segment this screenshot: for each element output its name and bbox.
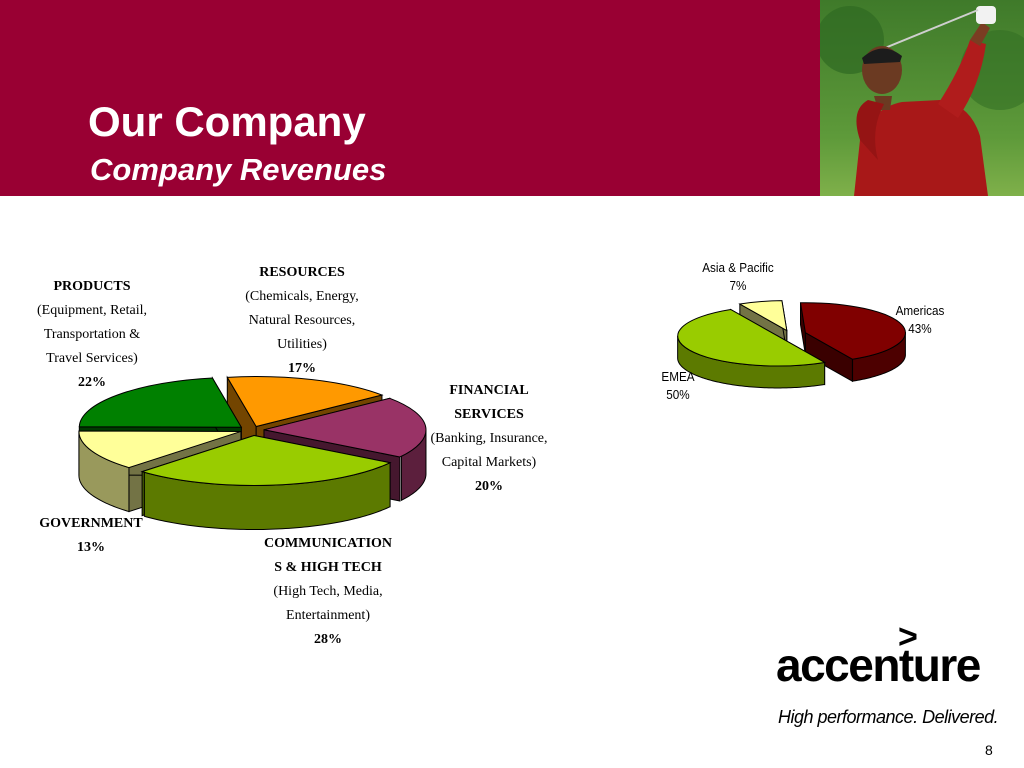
label-comms-heading: COMMUNICATION bbox=[263, 536, 393, 551]
label-products: PRODUCTS (Equipment, Retail, Transportat… bbox=[12, 275, 172, 395]
label-emea-percent: 50% bbox=[666, 387, 690, 402]
label-financial-percent: 20% bbox=[475, 479, 503, 494]
label-resources-heading: RESOURCES bbox=[259, 265, 345, 280]
slice-top-communications-high-tech bbox=[140, 435, 392, 487]
label-government-percent: 13% bbox=[77, 540, 105, 555]
slice-top-government bbox=[78, 430, 242, 469]
label-financial-detail: (Banking, Insurance, bbox=[430, 431, 548, 446]
label-products-detail: Travel Services) bbox=[46, 351, 138, 366]
label-government: GOVERNMENT 13% bbox=[20, 512, 162, 560]
label-comms-percent: 28% bbox=[314, 632, 342, 647]
label-asia-pacific-percent: 7% bbox=[729, 278, 747, 293]
logo-mark: > bbox=[898, 618, 918, 656]
slice-top-americas bbox=[799, 302, 906, 360]
label-emea: EMEA 50% bbox=[651, 368, 705, 404]
label-resources-detail: Utilities) bbox=[277, 337, 327, 352]
slice-top-products bbox=[78, 377, 243, 428]
label-emea-name: EMEA bbox=[661, 369, 695, 384]
tagline: High performance. Delivered. bbox=[778, 707, 999, 727]
slice-communications-high-tech bbox=[140, 434, 392, 531]
label-comms-heading: S & HIGH TECH bbox=[274, 560, 382, 575]
slice-emea bbox=[677, 308, 827, 389]
label-financial-heading: SERVICES bbox=[454, 407, 524, 422]
label-financial-heading: FINANCIAL bbox=[449, 383, 529, 398]
label-products-detail: (Equipment, Retail, bbox=[36, 303, 148, 318]
label-americas-percent: 43% bbox=[908, 321, 932, 336]
label-asia-pacific: Asia & Pacific 7% bbox=[693, 259, 783, 295]
label-resources-percent: 17% bbox=[288, 361, 316, 376]
slice-top-emea bbox=[677, 308, 827, 367]
slice-top-financial-services bbox=[263, 397, 427, 458]
label-resources-detail: (Chemicals, Energy, bbox=[245, 289, 359, 304]
slice-top-resources bbox=[226, 376, 384, 428]
slice-americas bbox=[799, 302, 906, 383]
label-resources: RESOURCES (Chemicals, Energy, Natural Re… bbox=[222, 261, 382, 381]
label-communications-high-tech: COMMUNICATION S & HIGH TECH (High Tech, … bbox=[248, 532, 408, 652]
label-americas-name: Americas bbox=[895, 303, 945, 318]
label-financial-services: FINANCIAL SERVICES (Banking, Insurance, … bbox=[414, 379, 564, 499]
label-americas: Americas 43% bbox=[884, 302, 956, 338]
label-products-heading: PRODUCTS bbox=[53, 279, 131, 294]
slice-top-asia-pacific bbox=[738, 300, 788, 332]
label-financial-detail: Capital Markets) bbox=[441, 455, 537, 470]
label-comms-detail: (High Tech, Media, bbox=[273, 584, 383, 599]
slide-subtitle: Company Revenues bbox=[90, 152, 387, 187]
label-products-percent: 22% bbox=[78, 375, 106, 390]
accenture-logo: > accenture bbox=[776, 618, 996, 706]
golfer-photo bbox=[820, 0, 1024, 196]
label-comms-detail: Entertainment) bbox=[286, 608, 370, 623]
page-number: 8 bbox=[985, 742, 993, 758]
title-banner bbox=[0, 0, 820, 196]
label-government-heading: GOVERNMENT bbox=[39, 516, 143, 531]
label-products-detail: Transportation & bbox=[43, 327, 141, 342]
label-asia-pacific-name: Asia & Pacific bbox=[702, 260, 774, 275]
slide-title: Our Company bbox=[88, 98, 366, 145]
logo-text: accenture bbox=[776, 639, 981, 691]
label-resources-detail: Natural Resources, bbox=[248, 313, 356, 328]
